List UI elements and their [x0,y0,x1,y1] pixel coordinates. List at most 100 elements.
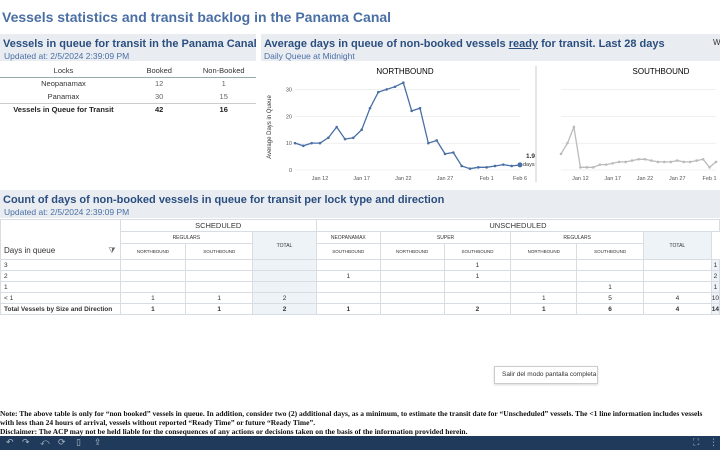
avg-title-ready: ready [508,38,539,50]
table-row: 3 1 1 [0,259,720,271]
chart-title-south: SOUTHBOUND [633,67,690,76]
data-point [460,164,463,168]
northbound-header: NORTHBOUND [119,243,187,260]
unscheduled-total-header: TOTAL [642,231,712,260]
data-point [352,136,355,140]
data-point [468,167,472,170]
cell: 2 [252,303,317,315]
x-tick-label: Jan 27 [437,176,454,182]
series-line [560,124,717,169]
data-point [443,152,447,156]
data-point [663,160,666,164]
share-icon[interactable]: ⇪ [94,437,102,447]
series-line [294,81,521,170]
fullscreen-icon[interactable]: ⛶ [693,437,700,447]
refresh-icon[interactable]: ⟳ [58,437,66,447]
avg-title: Average days in queue of non-booked vess… [264,38,665,50]
cell [510,259,578,271]
subgroup-header-row: REGULARS TOTAL NEOPANAMAX SUPER REGULARS… [1,231,720,260]
days-in-queue-label: Days in queue [4,246,56,255]
table-row-total: Total Vessels by Size and Direction 1 1 … [0,303,720,315]
data-point [637,157,640,161]
data-point [493,164,497,168]
revert-icon[interactable]: ⤺ [40,437,50,447]
cell: 1 [576,281,644,293]
cell: 1 [185,303,254,315]
disclaimer-note: Note: The above table is only for “non b… [0,409,720,436]
data-point [385,88,388,91]
neopanamax-header: NEOPANAMAX [315,231,381,244]
cell [510,270,578,282]
corner-fragment: W [713,38,720,47]
x-tick-label: Feb 1 [480,176,494,182]
end-label-value: 1.9 [526,153,535,160]
row-label: 1 [0,281,121,293]
data-point [343,137,347,141]
row-label: 2 [0,270,121,282]
cell [379,292,445,304]
cell [315,259,381,271]
data-point [410,109,413,113]
cell: 2 [252,292,317,304]
avg-subtitle: Daily Queue at Midnight [264,51,355,61]
avg-panel-header [261,34,720,61]
row-label: Total Vessels by Size and Direction [0,303,121,315]
cell [185,281,254,293]
table-row: 2 1 1 2 [0,270,720,282]
col-booked: Booked [126,64,192,78]
data-point [310,141,313,145]
x-tick-label: Jan 27 [669,176,686,182]
x-tick-label: Jan 22 [395,176,412,182]
data-point [598,163,602,166]
cell [119,270,187,282]
note-line-1: Note: The above table is only for “non b… [0,409,703,418]
pause-icon[interactable]: ▯ [76,437,81,447]
data-point [591,166,595,169]
queue-updated: Updated at: 2/5/2024 2:39:09 PM [4,51,130,61]
data-point [611,161,614,165]
data-point [624,160,627,164]
regulars-header: REGULARS [119,231,254,244]
cell [642,259,712,271]
northbound-chart: 0 10 20 30 Jan 12 Jan 17 Jan 22 Jan 27 Feb 1 Feb … [286,81,527,182]
nonbooked-value: 1 [221,79,226,89]
data-point [650,159,653,162]
data-point [368,106,372,110]
row-label: Neopanamax [41,79,86,89]
row-label: 3 [0,259,121,271]
booked-value: 30 [155,91,164,101]
filter-icon[interactable]: ⧩ [108,246,116,255]
southbound-header: SOUTHBOUND [185,243,254,260]
data-point [688,160,692,164]
cell: 1 [119,303,187,315]
data-point [360,128,363,132]
data-point [604,163,608,166]
undo-icon[interactable]: ↶ [6,437,14,447]
x-tick-label: Feb 1 [703,176,717,182]
cell: 2 [443,303,512,315]
end-label-unit: days [523,162,535,168]
regulars-unsched-header: REGULARS [510,231,644,244]
data-point [669,160,673,164]
redo-icon[interactable]: ↷ [22,437,30,447]
more-icon[interactable]: ⋮ [709,437,718,447]
end-point [517,162,523,168]
cell: 1 [443,270,512,282]
cell: 1 [510,292,578,304]
nonbooked-total: 16 [191,102,256,116]
cell: 4 [642,303,712,315]
count-panel-header [0,190,720,218]
data-point [418,106,422,110]
cell [443,281,512,293]
cell: 1 [315,270,381,282]
cell [119,259,187,271]
data-point [485,166,488,169]
count-table: Days in queue ⧩ SCHEDULED UNSCHEDULED RE… [0,219,720,315]
cell [315,281,381,293]
cell [379,270,445,282]
data-point [617,160,621,164]
data-point [682,160,686,164]
exit-fullscreen-tooltip: Salir del modo pantalla completa [494,366,598,384]
x-tick-label: Jan 12 [572,176,589,182]
table-row: < 1 1 1 2 1 5 4 10 [0,292,720,304]
